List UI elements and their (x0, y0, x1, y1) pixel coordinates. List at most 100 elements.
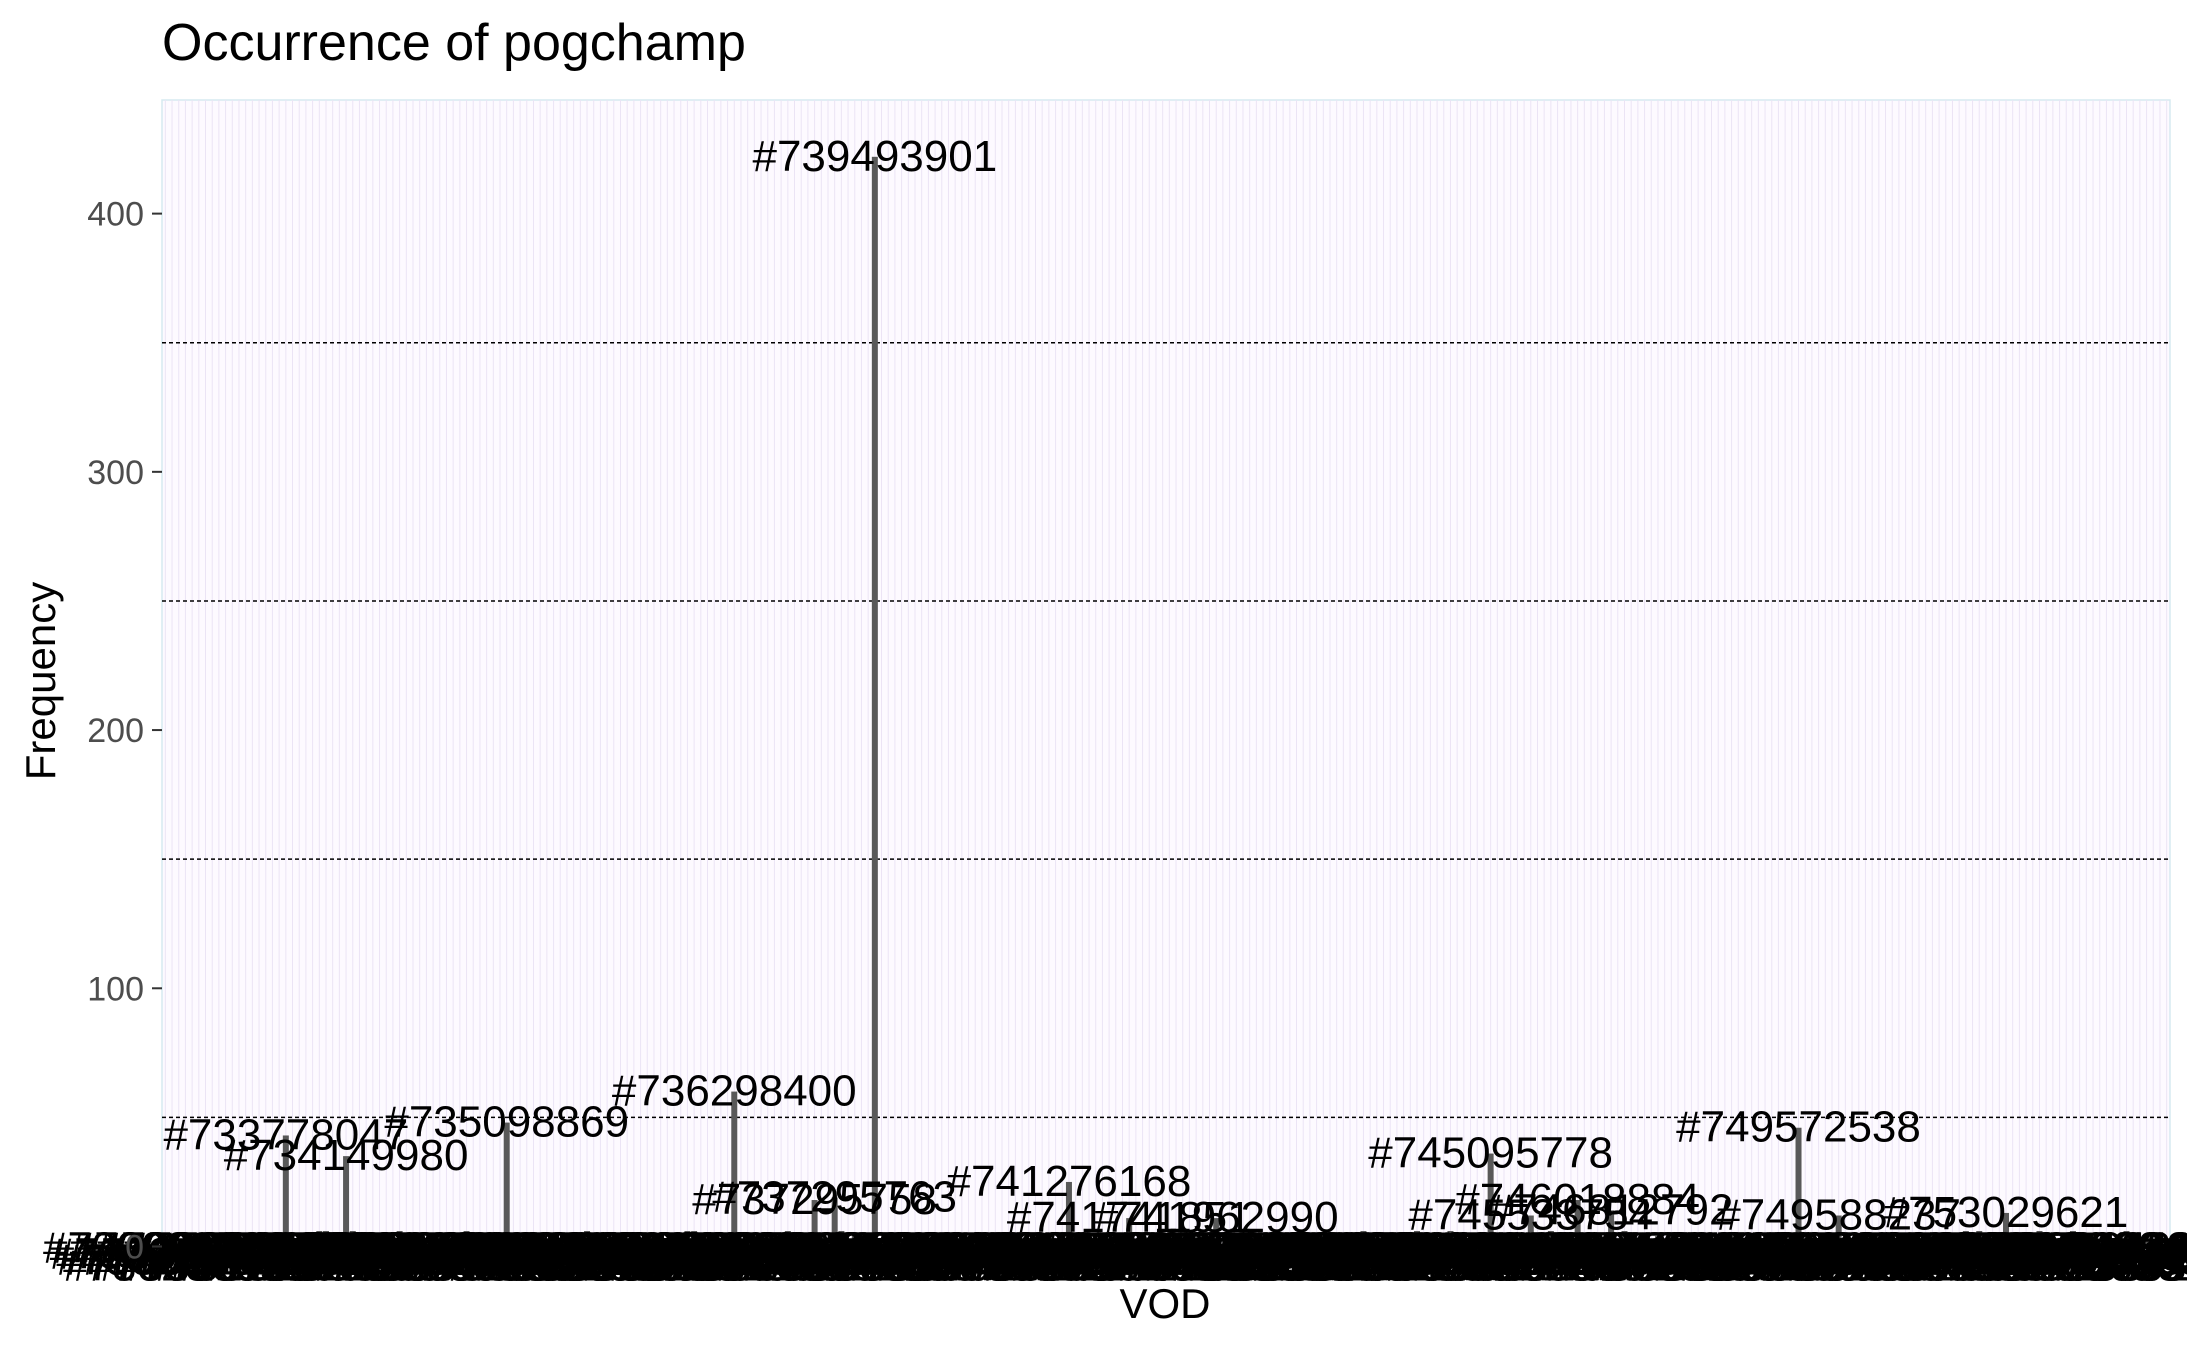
background-bar (162, 1238, 169, 1247)
background-bar-label: #730555317 (90, 1242, 335, 1291)
background-bar (637, 1241, 644, 1247)
background-bar (905, 1246, 912, 1249)
background-bar-label: #733490564 (337, 1224, 582, 1273)
background-bar-label: #746262855 (1415, 1230, 1660, 1279)
background-bar (704, 1236, 711, 1247)
background-bar-label: #736425811 (587, 1230, 828, 1279)
background-bar-label: #740551023 (933, 1230, 1178, 1279)
background-bar (972, 1246, 979, 1249)
background-bar-label: #751578032 (1864, 1224, 2109, 1273)
background-bar (885, 1233, 892, 1247)
background-bar (617, 1233, 624, 1247)
background-bar-label: #747294158 (1502, 1236, 1747, 1285)
background-bar (764, 1236, 771, 1247)
background-bar-label: #737060459 (639, 1230, 884, 1279)
background-bar-label: #741344333 (1000, 1242, 1245, 1291)
bar-label: #746018884 (1455, 1175, 1700, 1224)
background-bar-label: #738726410 (779, 1236, 1024, 1285)
background-bar-label: #751419370 (1850, 1236, 2095, 1285)
background-bar (2136, 1241, 2143, 1247)
x-axis-title: VOD (1119, 1280, 1210, 1327)
background-bar-label: #730317324 (70, 1224, 315, 1273)
background-bar-label: #748087468 (1569, 1224, 1814, 1273)
background-bar (276, 1243, 283, 1247)
background-bar-label: #742058312 (1060, 1224, 1305, 1273)
background-bar (1741, 1243, 1748, 1247)
bar (1065, 1181, 1072, 1247)
bar-label: #736298400 (612, 1067, 857, 1116)
background-bar-label: #731665951 (184, 1230, 429, 1279)
background-bar (1253, 1241, 1260, 1247)
background-bar-label: #741661657 (1027, 1242, 1272, 1291)
background-bar (195, 1238, 202, 1247)
background-bar-label: #740392361 (920, 1242, 1165, 1291)
background-bar (550, 1243, 557, 1247)
background-bar (630, 1238, 637, 1247)
background-bar-label: #735394508 (498, 1224, 743, 1273)
background-bar (1206, 1241, 1213, 1247)
background-bar (1701, 1233, 1708, 1247)
background-bar (584, 1231, 591, 1247)
y-tick-label: 400 (87, 196, 144, 234)
background-bar (1996, 1243, 2003, 1247)
background-bar (1601, 1241, 1608, 1247)
background-bar (2103, 1236, 2110, 1247)
background-bar-label: #744596904 (1275, 1224, 1520, 1273)
background-bar (1842, 1243, 1849, 1247)
background-bar (1347, 1236, 1354, 1247)
background-bar (724, 1246, 731, 1249)
background-bar (1534, 1241, 1541, 1247)
bar (1126, 1218, 1133, 1247)
background-bar (1882, 1236, 1889, 1247)
background-bar (932, 1236, 939, 1247)
background-bar-label: #752926659 (1977, 1230, 2187, 1279)
background-bar-label: #751260708 (1837, 1224, 2082, 1273)
background-bar (1286, 1238, 1293, 1247)
background-bar-label: #744200249 (1241, 1242, 1486, 1291)
background-bar (443, 1241, 450, 1247)
background-bar-label: #739995706 (886, 1236, 1131, 1285)
background-bar-label: #746897503 (1469, 1230, 1714, 1279)
background-bar (1708, 1243, 1715, 1247)
background-bar (1039, 1246, 1046, 1249)
background-bar-label: #747532151 (1522, 1230, 1767, 1279)
background-bar (1802, 1246, 1809, 1249)
bar (503, 1122, 510, 1247)
background-bar-label: #744120918 (1234, 1236, 1479, 1285)
background-bar-label: #749594757 (1696, 1242, 1941, 1291)
background-bar-label: #752054018 (1904, 1236, 2149, 1285)
background-bar-label: #737457114 (674, 1236, 915, 1285)
background-bar (978, 1246, 985, 1249)
background-bar-label: #743565601 (1188, 1242, 1433, 1291)
background-bar (1400, 1233, 1407, 1247)
background-bar (2143, 1241, 2150, 1247)
background-bar-label: #738647079 (773, 1230, 1018, 1279)
background-bar-label: #733252571 (317, 1230, 562, 1279)
background-bar (383, 1241, 390, 1247)
background-bar (664, 1241, 671, 1247)
background-bar-label: #751340039 (1843, 1230, 2088, 1279)
background-bar (329, 1243, 336, 1247)
background-bar-label: #732459261 (250, 1242, 495, 1291)
background-bar-label: #738567748 (766, 1224, 1011, 1273)
background-bar-label: #750546729 (1777, 1242, 2022, 1291)
background-bar-label: #738171093 (732, 1242, 977, 1291)
background-bar-label: #735632501 (518, 1242, 763, 1291)
background-bar-label: #733093909 (304, 1242, 549, 1291)
background-bar-label: #742375636 (1087, 1224, 1332, 1273)
background-bar (1092, 1246, 1099, 1249)
background-bar-label: #750150074 (1743, 1236, 1988, 1285)
background-bar (878, 1243, 885, 1247)
background-bar (1554, 1236, 1561, 1247)
background-bar-label: #750229405 (1750, 1242, 1995, 1291)
background-bar-label: #750784722 (1797, 1236, 2042, 1285)
background-bar (1748, 1243, 1755, 1247)
background-bar-label: #745152221 (1321, 1242, 1566, 1291)
background-bar (2076, 1236, 2083, 1247)
background-bar-label: #747690813 (1536, 1242, 1781, 1291)
background-bar (824, 1243, 831, 1247)
background-bar-label: #731348627 (157, 1230, 402, 1279)
background-bar-label: #743010284 (1141, 1224, 1386, 1273)
background-bar (1460, 1236, 1467, 1247)
background-bar (2029, 1236, 2036, 1247)
